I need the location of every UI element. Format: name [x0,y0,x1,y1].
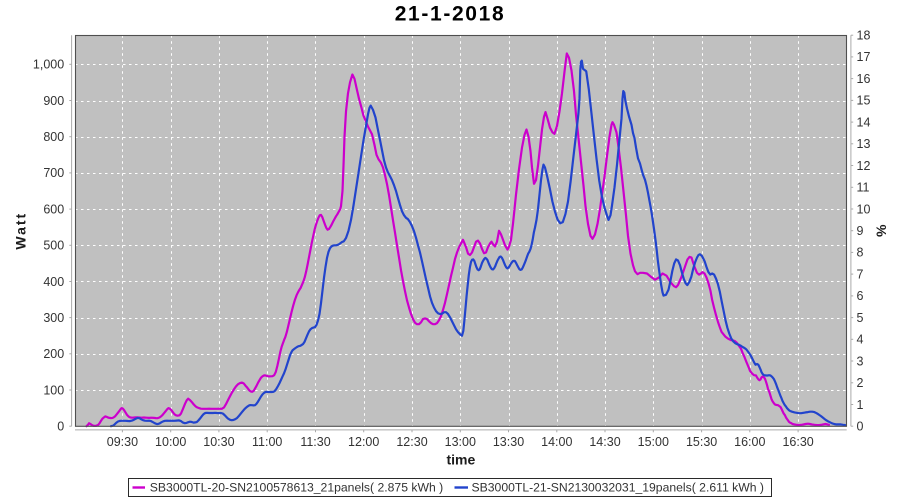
svg-text:9: 9 [857,224,864,238]
svg-text:10:00: 10:00 [155,435,186,449]
svg-text:10:30: 10:30 [203,435,234,449]
svg-text:21-1-2018: 21-1-2018 [395,3,506,26]
svg-text:700: 700 [43,166,64,180]
svg-text:2: 2 [857,376,864,390]
svg-text:13: 13 [857,137,871,151]
svg-text:7: 7 [857,267,864,281]
svg-text:4: 4 [857,333,864,347]
svg-text:14: 14 [857,115,871,129]
svg-text:15: 15 [857,94,871,108]
svg-text:12:30: 12:30 [396,435,427,449]
svg-text:13:30: 13:30 [493,435,524,449]
svg-text:11:00: 11:00 [252,435,282,449]
svg-text:SB3000TL-21-SN2130032031_19pan: SB3000TL-21-SN2130032031_19panels( 2.611… [472,481,764,495]
svg-text:15:00: 15:00 [638,435,669,449]
svg-text:1: 1 [857,398,864,412]
svg-text:11:30: 11:30 [300,435,330,449]
svg-text:13:00: 13:00 [445,435,476,449]
svg-text:400: 400 [43,275,64,289]
svg-text:600: 600 [43,202,64,216]
svg-text:16:30: 16:30 [782,435,813,449]
svg-text:time: time [447,451,476,467]
svg-text:100: 100 [43,383,64,397]
svg-text:1,000: 1,000 [33,58,64,72]
svg-text:8: 8 [857,246,864,260]
svg-text:10: 10 [857,202,871,216]
svg-text:Watt: Watt [13,212,29,250]
svg-text:14:30: 14:30 [589,435,620,449]
svg-text:11: 11 [857,181,870,195]
svg-text:5: 5 [857,311,864,325]
svg-text:0: 0 [857,420,864,434]
svg-text:15:30: 15:30 [686,435,717,449]
svg-text:900: 900 [43,94,64,108]
svg-text:800: 800 [43,130,64,144]
svg-text:3: 3 [857,354,864,368]
svg-text:6: 6 [857,289,864,303]
svg-text:14:00: 14:00 [541,435,572,449]
svg-text:09:30: 09:30 [107,435,138,449]
svg-text:18: 18 [857,29,871,43]
svg-text:500: 500 [43,239,64,253]
svg-text:12:00: 12:00 [348,435,379,449]
svg-text:SB3000TL-20-SN2100578613_21pan: SB3000TL-20-SN2100578613_21panels( 2.875… [150,481,443,495]
svg-text:16: 16 [857,72,871,86]
svg-text:0: 0 [57,420,64,434]
svg-text:16:00: 16:00 [734,435,765,449]
svg-text:200: 200 [43,347,64,361]
svg-text:300: 300 [43,311,64,325]
svg-text:%: % [874,224,890,237]
svg-text:17: 17 [857,50,871,64]
svg-text:12: 12 [857,159,871,173]
